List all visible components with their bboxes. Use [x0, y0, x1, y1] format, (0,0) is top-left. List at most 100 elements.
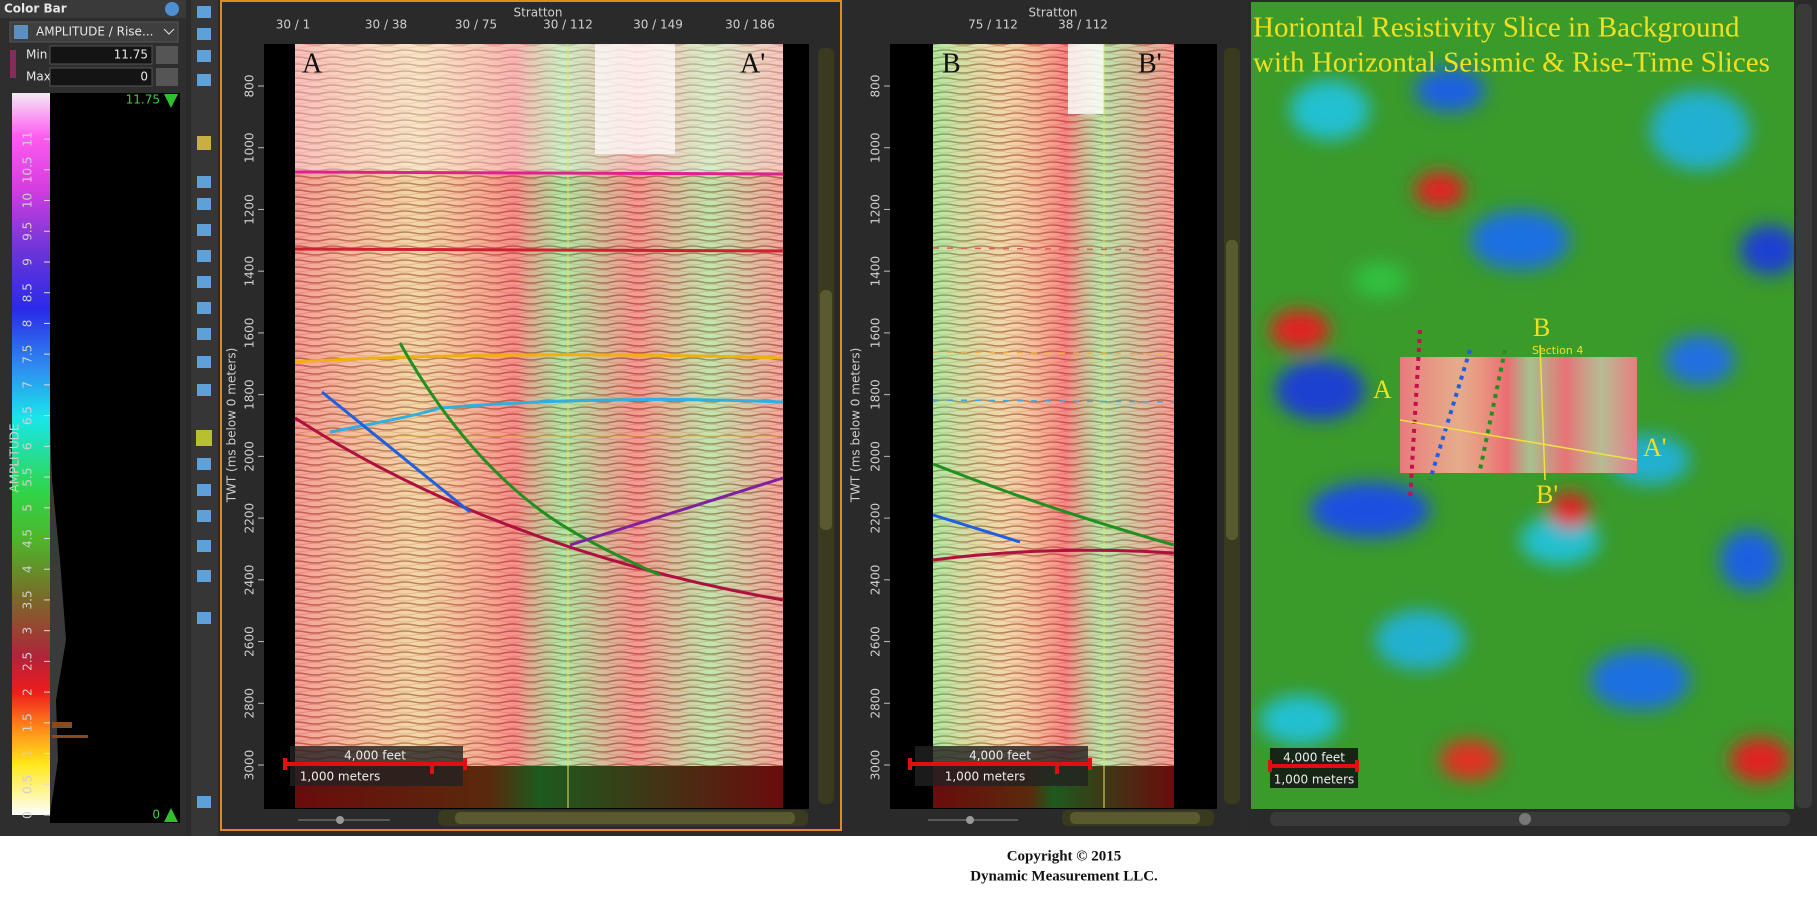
- section-end-label: B': [1138, 48, 1162, 79]
- depth-tick-label: 1200: [243, 194, 257, 225]
- blob: [1665, 335, 1735, 385]
- color-tick-label: 3: [21, 627, 35, 635]
- bottom-handle[interactable]: [164, 808, 178, 822]
- color-tick-label: 7: [21, 381, 35, 389]
- min-value: 11.75: [114, 48, 148, 62]
- blob: [1415, 68, 1485, 112]
- min-input[interactable]: [49, 45, 153, 65]
- blob: [1275, 360, 1365, 420]
- trace-label: 30 / 112: [543, 18, 593, 32]
- tool[interactable]: [197, 796, 211, 808]
- map-title: Horiontal Resistivity Slice in Backgroun…: [1253, 12, 1740, 44]
- toolbar-icons[interactable]: [196, 6, 212, 808]
- depth-tick-label: 2800: [869, 688, 883, 719]
- blob: [1375, 610, 1465, 670]
- tool[interactable]: [197, 458, 211, 470]
- scale-bar: [908, 758, 1092, 774]
- horizon: [294, 170, 784, 176]
- depth-tick-label: 3000: [869, 750, 883, 781]
- tool[interactable]: [197, 276, 211, 288]
- scrollbar: [1796, 4, 1812, 808]
- scale-label: 1,000 meters: [1274, 773, 1355, 787]
- trace-label: 30 / 1: [276, 18, 311, 32]
- toolbar: [191, 0, 218, 836]
- depth-tick-label: 2200: [869, 503, 883, 534]
- attribute-name: AMPLITUDE / Rise...: [36, 25, 153, 39]
- h-scroll-thumb[interactable]: [1070, 812, 1200, 824]
- top-handle[interactable]: [164, 94, 178, 108]
- scroll-thumb[interactable]: [820, 290, 832, 530]
- tool[interactable]: [197, 250, 211, 262]
- horizon: [932, 351, 1175, 355]
- fault-trace: [1478, 349, 1507, 471]
- max-input[interactable]: [49, 67, 153, 87]
- horizon: [932, 548, 1175, 562]
- map-label: B: [1533, 313, 1550, 342]
- tool[interactable]: [197, 570, 211, 582]
- horizon: [932, 399, 1175, 403]
- dropdown-icon: [14, 25, 28, 39]
- h-scroll-knob[interactable]: [1519, 813, 1531, 825]
- zoom-knob[interactable]: [336, 816, 344, 824]
- map-label: A: [1373, 375, 1392, 404]
- tool[interactable]: [197, 540, 211, 552]
- section-end-label: A': [740, 48, 765, 79]
- tool[interactable]: [197, 328, 211, 340]
- section-header: Stratton: [1029, 6, 1078, 20]
- trace-label: 30 / 38: [365, 18, 407, 32]
- color-tick-label: 6.5: [21, 406, 35, 425]
- tool[interactable]: [197, 6, 211, 18]
- panel-title: Color Bar: [4, 2, 67, 16]
- color-tick-label: 8: [21, 320, 35, 328]
- data-gap: [595, 44, 675, 154]
- min-button[interactable]: [156, 46, 178, 64]
- color-tick-label: 1: [21, 750, 35, 758]
- color-tick-label: 7.5: [21, 345, 35, 364]
- tool[interactable]: [197, 302, 211, 314]
- color-tick-label: 6: [21, 442, 35, 450]
- help-icon[interactable]: [165, 2, 179, 16]
- depth-tick-label: 2600: [243, 626, 257, 657]
- blob: [1520, 515, 1600, 565]
- color-tick-label: 0.5: [21, 775, 35, 794]
- attribute-dropdown[interactable]: [9, 21, 179, 43]
- tool[interactable]: [197, 510, 211, 522]
- map-label: B': [1536, 480, 1558, 509]
- fault: [321, 390, 471, 514]
- section-label: Section 4: [1532, 344, 1583, 357]
- scroll-thumb[interactable]: [1226, 240, 1238, 540]
- shallow-fade: [295, 44, 783, 174]
- tool[interactable]: [197, 612, 211, 624]
- blob: [1550, 492, 1590, 528]
- zoom-knob[interactable]: [966, 816, 974, 824]
- depth-tick-label: 2400: [243, 565, 257, 596]
- depth-tick-label: 1600: [243, 318, 257, 349]
- depth-axis-label: TWT (ms below 0 meters): [849, 348, 863, 504]
- color-tick-label: 10: [21, 193, 35, 208]
- tool[interactable]: [197, 74, 211, 86]
- tool[interactable]: [197, 356, 211, 368]
- scale-bar: [283, 758, 467, 774]
- rise-time-overlay: [295, 44, 783, 766]
- map-title: with Horizontal Seismic & Rise-Time Slic…: [1253, 47, 1770, 79]
- tool[interactable]: [197, 198, 211, 210]
- depth-tick-label: 2000: [869, 441, 883, 472]
- tool[interactable]: [197, 50, 211, 62]
- tool[interactable]: [197, 136, 211, 150]
- fault: [932, 462, 1175, 547]
- depth-tick-label: 800: [869, 75, 883, 98]
- tool-active[interactable]: [196, 430, 212, 446]
- rise-time-overlay: [933, 44, 1174, 766]
- h-scroll-thumb[interactable]: [455, 812, 795, 824]
- max-button[interactable]: [156, 68, 178, 86]
- tool[interactable]: [197, 384, 211, 396]
- histogram: [50, 420, 66, 815]
- section-header: Stratton: [514, 6, 563, 20]
- tool[interactable]: [197, 224, 211, 236]
- tool[interactable]: [197, 28, 211, 40]
- trace-label: 75 / 112: [968, 18, 1018, 32]
- tool[interactable]: [197, 176, 211, 188]
- depth-axis: 800 1000 1200 1400 1600 1800 2000 2200 2400 2600 2…: [243, 75, 264, 780]
- tool[interactable]: [197, 484, 211, 496]
- blob: [1720, 530, 1780, 590]
